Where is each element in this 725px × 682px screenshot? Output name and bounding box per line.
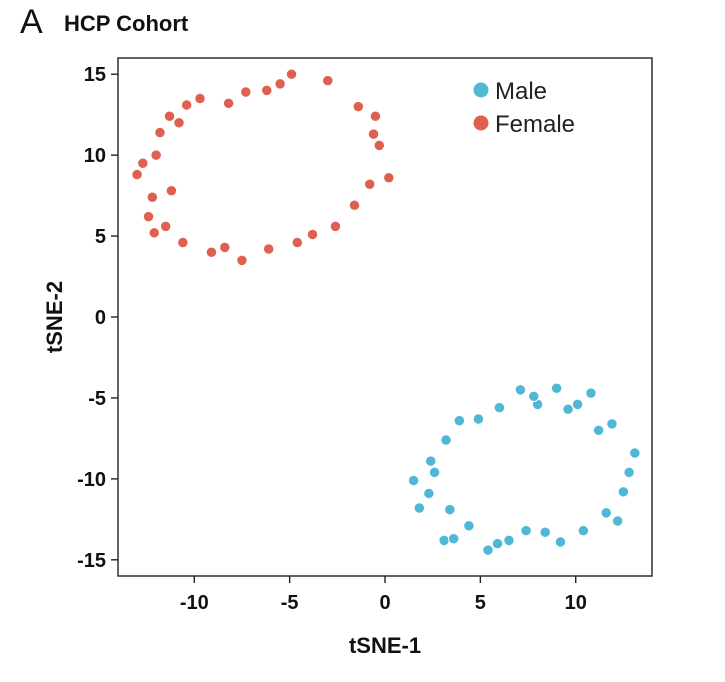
- legend-label-male: Male: [495, 78, 547, 105]
- y-tick-label: 0: [95, 307, 106, 329]
- point-male: [493, 401, 506, 414]
- y-tick-label: -15: [77, 550, 106, 572]
- point-female: [329, 220, 342, 233]
- point-male: [592, 424, 605, 436]
- y-tick-label: 15: [84, 64, 106, 86]
- point-female: [285, 68, 298, 80]
- point-female: [142, 210, 155, 223]
- point-female: [181, 99, 193, 111]
- point-female: [322, 75, 334, 87]
- point-male: [413, 502, 425, 514]
- point-female: [364, 178, 376, 190]
- x-tick-label: -10: [180, 592, 209, 614]
- point-male: [520, 525, 532, 537]
- point-male: [444, 503, 456, 516]
- chart-title: HCP Cohort: [64, 11, 189, 36]
- legend-label-female: Female: [495, 111, 575, 138]
- point-male: [425, 455, 437, 467]
- legend: Male Female: [473, 78, 575, 138]
- point-female: [367, 128, 380, 140]
- point-female: [352, 100, 364, 113]
- point-male: [407, 474, 420, 487]
- point-male: [617, 486, 630, 498]
- point-male: [550, 382, 563, 394]
- panel-letter: A: [20, 3, 43, 41]
- point-female: [240, 86, 252, 98]
- point-female: [154, 126, 166, 139]
- point-male: [448, 533, 460, 545]
- ticks-layer: -10 -5 0 5 10 15 10 5 0 -5 -10 -15: [77, 64, 587, 614]
- point-female: [274, 78, 286, 90]
- x-axis-label: tSNE-1: [349, 633, 421, 658]
- point-female: [261, 84, 273, 97]
- point-female: [173, 117, 185, 129]
- point-female: [383, 172, 395, 184]
- y-tick-label: -5: [88, 388, 106, 410]
- point-male: [629, 447, 641, 459]
- point-female: [163, 110, 176, 122]
- point-male: [428, 466, 441, 479]
- point-male: [528, 390, 540, 402]
- point-male: [482, 544, 494, 556]
- point-female: [160, 220, 172, 233]
- point-male: [600, 507, 612, 519]
- y-tick-label: 10: [84, 145, 106, 167]
- point-female: [373, 139, 385, 152]
- point-female: [150, 149, 162, 161]
- point-male: [472, 413, 485, 425]
- point-female: [236, 254, 248, 266]
- point-male: [623, 466, 635, 479]
- point-female: [369, 110, 382, 122]
- point-male: [554, 536, 567, 548]
- point-male: [562, 403, 574, 415]
- y-tick-label: -10: [77, 469, 106, 491]
- point-female: [222, 97, 235, 109]
- y-tick-label: 5: [95, 226, 106, 248]
- point-male: [514, 384, 527, 396]
- point-male: [438, 534, 450, 547]
- point-male: [585, 387, 597, 399]
- legend-marker-female: [473, 115, 489, 131]
- point-female: [263, 243, 275, 255]
- point-female: [165, 185, 178, 197]
- y-axis-label: tSNE-2: [42, 281, 67, 353]
- points-layer: [131, 68, 641, 556]
- point-male: [463, 520, 475, 532]
- point-male: [440, 434, 452, 446]
- legend-marker-male: [473, 82, 489, 98]
- point-female: [148, 227, 160, 239]
- x-tick-label: -5: [281, 592, 299, 614]
- point-female: [291, 236, 303, 249]
- point-male: [491, 537, 504, 550]
- point-female: [219, 241, 231, 254]
- point-male: [423, 487, 435, 500]
- point-female: [131, 168, 143, 181]
- point-male: [612, 515, 624, 527]
- point-female: [306, 228, 319, 241]
- x-tick-label: 10: [565, 592, 587, 614]
- point-male: [539, 526, 551, 538]
- point-female: [137, 157, 149, 169]
- point-female: [146, 191, 158, 203]
- point-female: [194, 92, 206, 105]
- point-male: [571, 398, 584, 411]
- point-male: [577, 525, 589, 537]
- point-female: [205, 246, 218, 258]
- point-male: [606, 418, 618, 430]
- x-tick-label: 0: [379, 592, 390, 614]
- x-tick-label: 5: [475, 592, 486, 614]
- point-female: [177, 236, 189, 249]
- point-male: [503, 534, 515, 547]
- point-male: [453, 414, 466, 427]
- point-female: [348, 199, 361, 211]
